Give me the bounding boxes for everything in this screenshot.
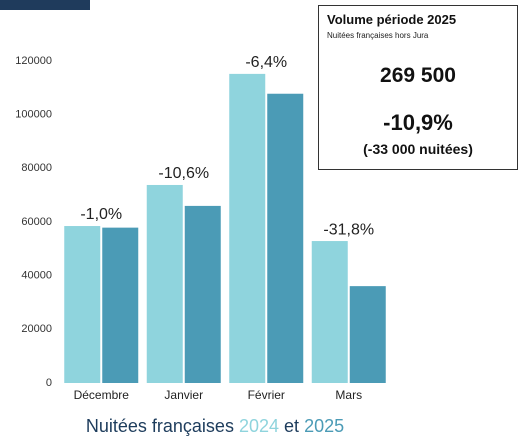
y-tick-label: 20000	[21, 323, 52, 335]
legend-entry: 2025	[304, 416, 345, 436]
info-change: -10,9%	[383, 110, 453, 135]
info-subtitle: Nuitées françaises hors Jura	[327, 31, 429, 40]
info-box: Volume période 2025 Nuitées françaises h…	[318, 5, 518, 170]
x-tick-label: Janvier	[164, 388, 203, 402]
y-tick-label: 60000	[21, 216, 52, 228]
bar	[102, 227, 139, 383]
bar	[229, 73, 266, 383]
annotation: -1,0%	[80, 206, 122, 223]
annotation: -10,6%	[158, 165, 209, 182]
legend-entry: 2024	[238, 416, 280, 436]
y-tick-label: 100000	[15, 109, 52, 121]
title-joiner: et	[284, 416, 300, 436]
x-tick-label: Décembre	[74, 388, 130, 402]
info-title: Volume période 2025	[327, 12, 457, 27]
header-tab	[0, 0, 90, 10]
y-tick-label: 0	[46, 377, 52, 389]
info-total: 269 500	[380, 64, 456, 87]
x-tick-label: Mars	[335, 388, 362, 402]
annotation: -31,8%	[323, 221, 374, 238]
annotation: -6,4%	[245, 54, 287, 71]
bar	[311, 241, 348, 383]
x-tick-label: Février	[248, 388, 285, 402]
bar	[349, 286, 386, 383]
bar	[184, 205, 221, 383]
info-change-detail: (-33 000 nuitées)	[363, 141, 473, 157]
chart-title: Nuitées françaises 2024 et 2025	[0, 416, 430, 437]
y-tick-label: 40000	[21, 270, 52, 282]
title-text: Nuitées françaises	[85, 416, 234, 436]
bar	[267, 93, 304, 383]
bar	[64, 226, 101, 383]
y-tick-label: 80000	[21, 162, 52, 174]
bar	[146, 184, 183, 383]
y-tick-label: 120000	[15, 55, 52, 67]
